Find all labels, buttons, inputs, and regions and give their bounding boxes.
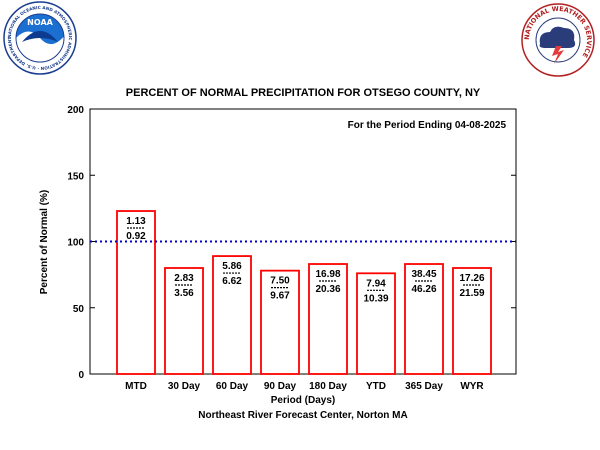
y-axis-label: Percent of Normal (%) (39, 190, 50, 294)
x-tick-label: 30 Day (168, 381, 201, 392)
bar-observed-label: 17.26 (459, 273, 484, 284)
bar (452, 267, 492, 375)
bar (212, 255, 252, 375)
bar-normal-label: 9.67 (270, 291, 290, 302)
bar-normal-label: 20.36 (315, 284, 340, 295)
bars: 1.13 0.92 2.83 3.56 5.86 6.62 7.50 9.67 16.98 20.… (116, 210, 492, 375)
y-tick-label: 150 (67, 171, 84, 182)
x-tick-label: 60 Day (216, 381, 249, 392)
x-tick-label: YTD (366, 381, 386, 392)
chart-title: PERCENT OF NORMAL PRECIPITATION FOR OTSE… (126, 87, 481, 99)
bar (404, 263, 444, 375)
bar-normal-label: 10.39 (363, 293, 388, 304)
x-axis-label: Period (Days) (271, 395, 335, 406)
y-tick-label: 0 (78, 370, 84, 381)
chart-subtitle: For the Period Ending 04-08-2025 (348, 120, 507, 131)
noaa-logo-text: NOAA (27, 18, 53, 27)
bar-observed-label: 5.86 (222, 261, 242, 272)
y-tick-label: 100 (67, 238, 84, 249)
bar-normal-label: 21.59 (459, 288, 484, 299)
x-tick-label: WYR (460, 381, 484, 392)
bar-observed-label: 1.13 (126, 216, 146, 227)
bar-normal-label: 3.56 (174, 288, 194, 299)
noaa-logo: NATIONAL OCEANIC AND ATMOSPHERIC ADMINIS… (0, 0, 77, 75)
bar-observed-label: 2.83 (174, 273, 194, 284)
x-axis: MTD 30 Day 60 Day 90 Day 180 Day YTD 365 Day WY… (125, 381, 484, 392)
footer-text: Northeast River Forecast Center, Norton … (198, 410, 408, 421)
bar-normal-label: 0.92 (126, 231, 146, 242)
bar-observed-label: 16.98 (315, 269, 340, 280)
x-tick-label: 365 Day (405, 381, 443, 392)
y-tick-label: 200 (67, 105, 84, 116)
x-tick-label: MTD (125, 381, 147, 392)
bar-normal-label: 6.62 (222, 276, 242, 287)
bar-observed-label: 7.94 (366, 278, 386, 289)
x-tick-label: 90 Day (264, 381, 297, 392)
bar-observed-label: 38.45 (411, 269, 436, 280)
bar-normal-label: 46.26 (411, 284, 436, 295)
x-tick-label: 180 Day (309, 381, 347, 392)
bar (116, 210, 156, 375)
bar (164, 267, 204, 375)
bar (308, 263, 348, 375)
y-tick-label: 50 (73, 304, 85, 315)
nws-logo: NATIONAL WEATHER SERVICE (521, 3, 595, 77)
bar-observed-label: 7.50 (270, 276, 290, 287)
